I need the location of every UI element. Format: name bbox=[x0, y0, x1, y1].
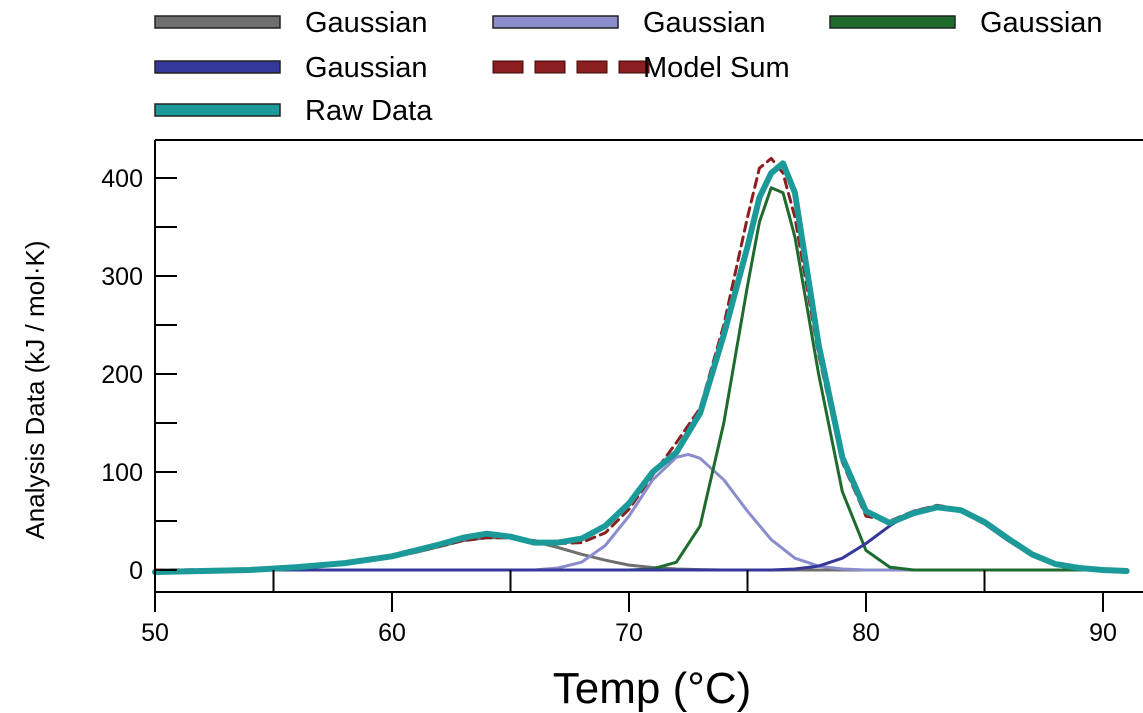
y-tick-label: 100 bbox=[101, 459, 143, 487]
y-axis-title: Analysis Data (kJ / mol·K) bbox=[20, 240, 50, 539]
y-tick-label: 300 bbox=[101, 263, 143, 291]
legend-swatch bbox=[154, 15, 281, 29]
legend-swatch bbox=[829, 15, 956, 29]
x-axis-title: Temp (°C) bbox=[553, 664, 752, 713]
legend-label: Gaussian bbox=[305, 7, 428, 39]
legend-label: Raw Data bbox=[305, 95, 433, 127]
legend-item-5: Model Sum bbox=[492, 52, 790, 84]
legend-item-6: Raw Data bbox=[154, 95, 433, 127]
legend-label: Gaussian bbox=[980, 7, 1103, 39]
legend-item-2: Gaussian bbox=[492, 7, 766, 39]
series-line-6 bbox=[152, 160, 1130, 575]
legend-label: Gaussian bbox=[643, 7, 766, 39]
legend-swatch-dash bbox=[534, 60, 566, 74]
legend-label: Gaussian bbox=[305, 52, 428, 84]
legend-item-4: Gaussian bbox=[154, 52, 428, 84]
legend-swatch-dash bbox=[576, 60, 608, 74]
legend: Gaussian Gaussian Gaussian Gaussian Model Su… bbox=[154, 7, 1103, 127]
y-tick-label: 0 bbox=[129, 557, 143, 585]
y-tick-label: 400 bbox=[101, 165, 143, 193]
x-tick-label: 90 bbox=[1089, 619, 1117, 647]
legend-label: Model Sum bbox=[643, 52, 790, 84]
x-tick-label: 70 bbox=[615, 619, 643, 647]
legend-swatch-dash bbox=[492, 60, 524, 74]
series-line-3 bbox=[153, 186, 1129, 572]
legend-item-3: Gaussian bbox=[829, 7, 1103, 39]
legend-swatch bbox=[154, 60, 281, 74]
legend-item-1: Gaussian bbox=[154, 7, 428, 39]
x-tick-label: 50 bbox=[141, 619, 169, 647]
legend-swatch bbox=[492, 15, 619, 29]
legend-swatch bbox=[154, 103, 281, 117]
plot-lines bbox=[152, 156, 1130, 575]
series-line-4 bbox=[153, 504, 1129, 572]
y-tick-label: 200 bbox=[101, 361, 143, 389]
x-tick-label: 80 bbox=[852, 619, 880, 647]
axes: 0 100 200 300 400 50 60 70 80 90 bbox=[101, 139, 1143, 647]
series-line-5 bbox=[153, 156, 1129, 572]
x-tick-label: 60 bbox=[378, 619, 406, 647]
legend-swatch-dash bbox=[618, 60, 650, 74]
series-line-2 bbox=[153, 452, 1129, 572]
